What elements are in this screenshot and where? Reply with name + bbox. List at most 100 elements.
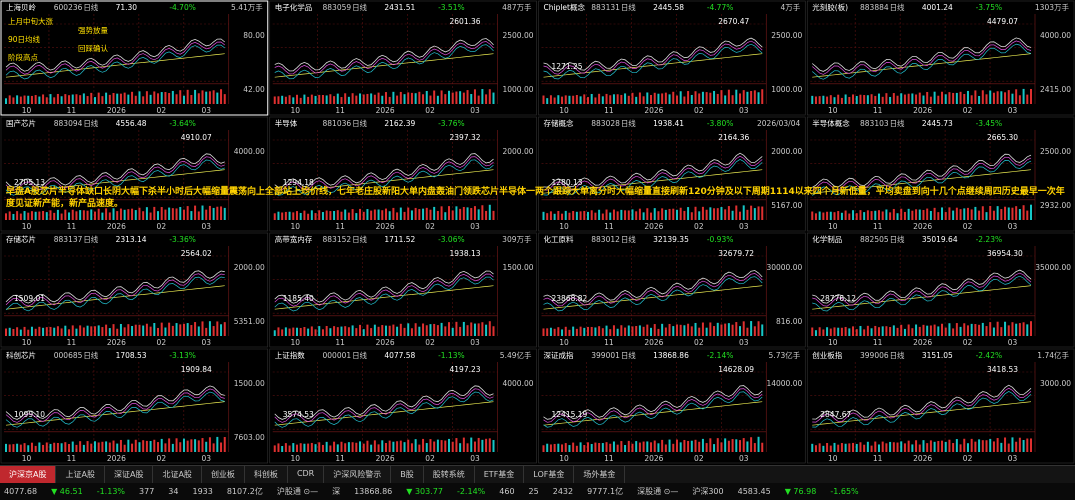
volume-bar-decoration [381, 440, 384, 452]
volume-bar-decoration [616, 444, 619, 452]
volume-bar-decoration [190, 439, 193, 452]
volume-bar-decoration [601, 96, 604, 104]
volume-bar-decoration [42, 94, 45, 104]
volume-bar-decoration [164, 443, 167, 452]
ma-line-decoration [274, 44, 494, 80]
volume-bar-decoration [362, 329, 365, 336]
volume-bar-decoration [71, 209, 74, 220]
volume-bar-decoration [753, 208, 756, 220]
volume-bar-decoration [709, 207, 712, 220]
volume-bar-decoration [553, 443, 556, 452]
x-label: 10 [828, 454, 838, 463]
x-label: 2026 [913, 454, 932, 463]
volume-bar-decoration [466, 443, 469, 452]
volume-bar-decoration [746, 209, 749, 220]
volume-bar-decoration [119, 93, 122, 104]
volume-bar-decoration [716, 438, 719, 452]
volume-bar-decoration [992, 327, 995, 336]
ma-line-decoration [812, 390, 1032, 428]
tab[interactable]: B股 [391, 466, 424, 483]
volume-bar-decoration [855, 443, 858, 452]
volume-bar-decoration [870, 94, 873, 104]
volume-bar-decoration [347, 212, 350, 220]
volume-bar-decoration [288, 445, 291, 452]
volume-bar-decoration [153, 323, 156, 336]
volume-bar-decoration [814, 330, 817, 336]
panel-code: 600236 [54, 3, 83, 12]
volume-bar-decoration [49, 443, 52, 452]
volume-bar-decoration [303, 326, 306, 336]
volume-bar-decoration [881, 96, 884, 104]
volume-bar-decoration [542, 95, 545, 104]
volume-bar-decoration [481, 89, 484, 104]
tab[interactable]: CDR [288, 466, 325, 483]
volume-bar-decoration [900, 93, 903, 104]
x-label: 02 [425, 338, 435, 347]
x-label: 02 [963, 338, 973, 347]
x-label: 02 [157, 338, 167, 347]
volume-bar-decoration [568, 95, 571, 104]
tab[interactable]: 深证A股 [105, 466, 154, 483]
volume-bar-decoration [966, 443, 969, 452]
tab[interactable]: 创业板 [202, 466, 245, 483]
volume-bar-decoration [485, 210, 488, 220]
tab[interactable]: 上证A股 [56, 466, 105, 483]
volume-bar-decoration [216, 206, 219, 220]
volume-bar-decoration [713, 444, 716, 452]
ma-line-decoration [5, 276, 225, 312]
volume-bar-decoration [303, 210, 306, 220]
tab[interactable]: 场外基金 [574, 466, 626, 483]
high-label: 2670.47 [718, 17, 749, 26]
volume-bar-decoration [661, 93, 664, 104]
panel-change: -2.42% [976, 351, 1003, 360]
volume-bar-decoration [8, 95, 11, 104]
volume-bar-decoration [462, 437, 465, 452]
volume-bar-decoration [542, 211, 545, 220]
panel-change: -3.13% [169, 351, 196, 360]
volume-bar-decoration [79, 325, 82, 336]
volume-bar-decoration [822, 95, 825, 104]
volume-bar-decoration [108, 212, 111, 220]
ma-line-decoration [5, 41, 225, 75]
volume-bar-decoration [485, 324, 488, 336]
tab[interactable]: 北证A股 [153, 466, 202, 483]
volume-bar-decoration [664, 92, 667, 104]
volume-bar-decoration [216, 321, 219, 336]
volume-bar-decoration [45, 327, 48, 336]
volume-bar-decoration [690, 326, 693, 336]
tab[interactable]: ETF基金 [475, 466, 525, 483]
panel-name: 化工原料 [544, 234, 574, 244]
volume-bar-decoration [410, 92, 413, 104]
volume-bar-decoration [1007, 207, 1010, 220]
x-label: 11 [67, 454, 77, 463]
volume-bar-decoration [168, 207, 171, 220]
volume-bar-decoration [388, 325, 391, 336]
tab[interactable]: 股转系统 [424, 466, 475, 483]
chart-panel: 上海贝岭 600236 日线 71.30 -4.70% 5.41万手 80.00 42.00 1… [0, 0, 269, 116]
chart-panel: 化工原料 883012 日线 32139.35 -0.93% 32679.72 23868.… [538, 232, 806, 348]
volume-bar-decoration [631, 443, 634, 452]
volume-bar-decoration [34, 211, 37, 220]
volume-bar-decoration [212, 443, 215, 452]
volume-bar-decoration [877, 93, 880, 104]
volume-bar-decoration [642, 326, 645, 336]
status-item: 9777.1亿 [587, 487, 624, 496]
panel-border [269, 116, 537, 232]
status-item: 8107.2亿 [226, 487, 263, 496]
ma-line-decoration [5, 388, 225, 423]
volume-bar-decoration [631, 209, 634, 220]
volume-bar-decoration [370, 444, 373, 452]
tab[interactable]: 沪深京A股 [0, 466, 57, 483]
tab[interactable]: 科创板 [245, 466, 288, 483]
volume-bar-decoration [903, 443, 906, 452]
volume-bar-decoration [679, 442, 682, 452]
volume-bar-decoration [561, 329, 564, 336]
chart-panel: 化学制品 882505 日线 35019.64 -2.23% 36954.30 28776.… [806, 232, 1075, 348]
x-label: 02 [963, 106, 973, 115]
volume-bar-decoration [933, 324, 936, 336]
volume-bar-decoration [201, 438, 204, 452]
volume-bar-decoration [716, 208, 719, 220]
volume-bar-decoration [727, 89, 730, 104]
tab[interactable]: LOF基金 [524, 466, 575, 483]
tab[interactable]: 沪深风险警示 [324, 466, 392, 483]
